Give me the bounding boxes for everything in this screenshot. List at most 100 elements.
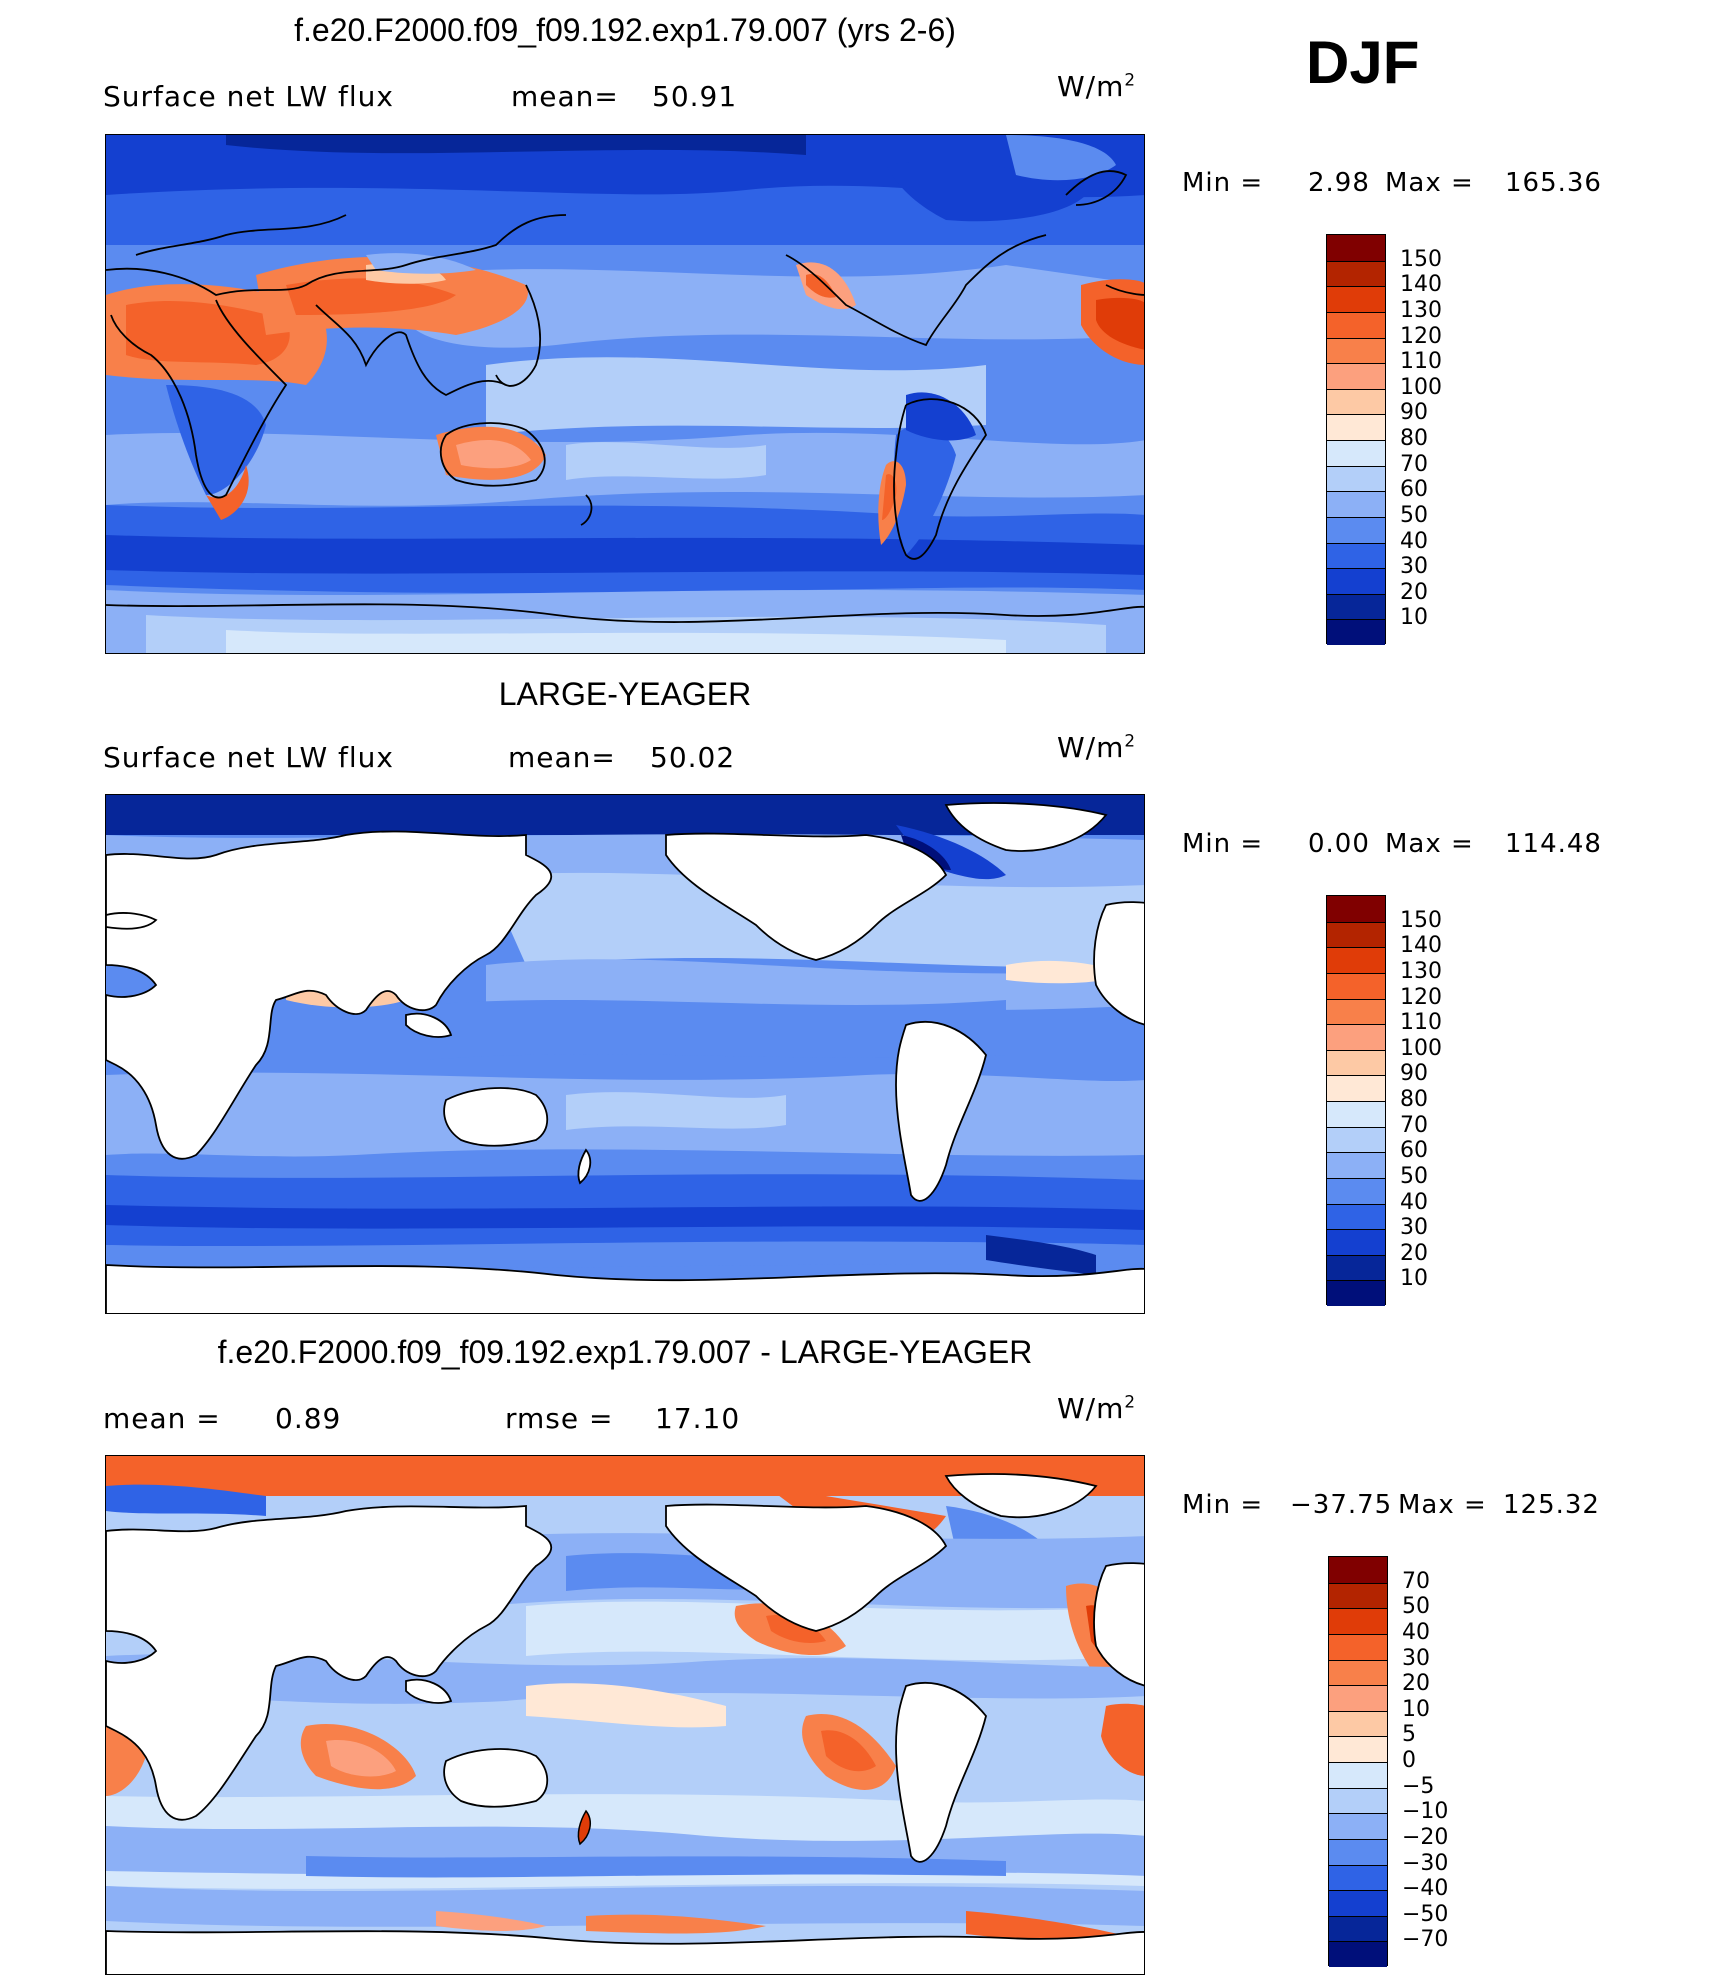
panel1-mean-value: 50.91	[652, 80, 738, 113]
colorbar-tick-label: 10	[1402, 1696, 1430, 1722]
colorbar-tick-label: 80	[1400, 426, 1428, 451]
colorbar-tick-label: 130	[1400, 958, 1442, 984]
colorbar-bin	[1329, 1557, 1387, 1583]
colorbar-bin	[1327, 235, 1385, 261]
colorbar-tick-label: −10	[1402, 1799, 1449, 1825]
colorbar-tick-label: 90	[1400, 400, 1428, 426]
colorbar-bin	[1329, 1608, 1387, 1634]
colorbar-bin	[1327, 286, 1385, 312]
colorbar-tick-label: 20	[1400, 579, 1428, 605]
panel1-variable-label: Surface net LW flux	[103, 80, 394, 113]
colorbar-bin	[1327, 896, 1385, 922]
colorbar-bin	[1329, 1915, 1387, 1942]
panel2-max-label: Max =	[1385, 829, 1474, 859]
panel1-max-value: 165.36	[1505, 168, 1602, 198]
panel3-max-label: Max =	[1398, 1490, 1487, 1520]
colorbar-tick-label: 100	[1400, 374, 1442, 400]
colorbar-tick-label: 20	[1402, 1671, 1430, 1697]
colorbar-bin	[1329, 1736, 1387, 1762]
colorbar-bin	[1327, 1229, 1385, 1255]
colorbar-bin	[1327, 1101, 1385, 1127]
colorbar-bin	[1327, 593, 1385, 620]
colorbar-tick-label: 30	[1400, 1215, 1428, 1241]
panel2-units: W/m2	[1057, 730, 1137, 764]
colorbar-tick-label: 130	[1400, 297, 1442, 323]
colorbar-bin	[1329, 1890, 1387, 1916]
panel1-units: W/m2	[1057, 69, 1137, 103]
colorbar-bin	[1329, 1659, 1387, 1686]
panel2-variable-label: Surface net LW flux	[103, 741, 394, 774]
panel2-min-value: 0.00	[1308, 829, 1370, 859]
colorbar-tick-label: 80	[1400, 1087, 1428, 1112]
colorbar-bin	[1329, 1838, 1387, 1865]
colorbar-tick-label: 40	[1400, 1189, 1428, 1215]
colorbar-bin	[1327, 1152, 1385, 1178]
panel3-mean-label: mean =	[103, 1402, 221, 1435]
panel1-mean-label: mean=	[511, 80, 619, 113]
colorbar-bin	[1327, 947, 1385, 973]
colorbar-tick-label: 20	[1400, 1240, 1428, 1266]
colorbar-tick-label: −30	[1402, 1850, 1449, 1876]
colorbar-bin	[1327, 311, 1385, 338]
colorbar-bin	[1327, 1126, 1385, 1153]
colorbar-tick-label: 50	[1400, 502, 1428, 528]
colorbar-tick-label: −50	[1402, 1901, 1449, 1927]
panel3-min-value: −37.75	[1290, 1490, 1393, 1520]
colorbar-tick-label: 110	[1400, 349, 1442, 375]
colorbar-tick-label: −70	[1402, 1927, 1449, 1953]
colorbar-tick-label: 110	[1400, 1010, 1442, 1036]
colorbar-tick-label: 60	[1400, 1138, 1428, 1164]
colorbar-bin	[1327, 921, 1385, 948]
colorbar-bin	[1327, 1075, 1385, 1101]
colorbar-tick-label: 140	[1400, 272, 1442, 298]
colorbar-bin	[1327, 998, 1385, 1025]
colorbar-tick-label: 40	[1400, 528, 1428, 554]
panel2-contour-field	[106, 795, 1144, 1313]
panel3-mean-value: 0.89	[275, 1402, 342, 1435]
panel3-units: W/m2	[1057, 1391, 1137, 1425]
colorbar-bin	[1329, 1582, 1387, 1609]
colorbar-tick-label: 120	[1400, 323, 1442, 349]
colorbar-bin	[1329, 1685, 1387, 1711]
colorbar-bin	[1329, 1762, 1387, 1788]
panel2-max-value: 114.48	[1505, 829, 1602, 859]
colorbar-tick-label: 10	[1400, 605, 1428, 631]
colorbar-tick-label: 5	[1402, 1722, 1416, 1748]
colorbar-bin	[1327, 1177, 1385, 1204]
season-label: DJF	[1306, 29, 1420, 96]
colorbar-tick-label: 50	[1402, 1594, 1430, 1620]
colorbar-tick-label: 40	[1402, 1619, 1430, 1645]
colorbar-bin	[1327, 568, 1385, 594]
panel1-min-value: 2.98	[1308, 168, 1370, 198]
colorbar-bin	[1327, 619, 1385, 645]
panel2-colorbar	[1326, 895, 1386, 1306]
colorbar-bin	[1327, 1280, 1385, 1306]
colorbar-bin	[1329, 1813, 1387, 1839]
colorbar-tick-label: 60	[1400, 477, 1428, 503]
panel3-max-value: 125.32	[1503, 1490, 1600, 1520]
colorbar-bin	[1329, 1787, 1387, 1814]
colorbar-bin	[1329, 1941, 1387, 1967]
colorbar-bin	[1327, 337, 1385, 364]
colorbar-bin	[1327, 388, 1385, 415]
panel1-map	[105, 134, 1145, 654]
panel1-title: f.e20.F2000.f09_f09.192.exp1.79.007 (yrs…	[294, 12, 956, 48]
colorbar-tick-label: −20	[1402, 1824, 1449, 1850]
colorbar-tick-label: 150	[1400, 246, 1442, 272]
colorbar-bin	[1329, 1710, 1387, 1737]
colorbar-bin	[1329, 1633, 1387, 1660]
panel1-colorbar	[1326, 234, 1386, 645]
panel2-map	[105, 794, 1145, 1314]
panel3-map	[105, 1455, 1145, 1975]
colorbar-tick-label: −40	[1402, 1876, 1449, 1902]
panel3-rmse-value: 17.10	[655, 1402, 741, 1435]
colorbar-bin	[1327, 1049, 1385, 1076]
panel2-mean-label: mean=	[508, 741, 616, 774]
colorbar-tick-label: 150	[1400, 907, 1442, 933]
panel3-title: f.e20.F2000.f09_f09.192.exp1.79.007 - LA…	[217, 1334, 1033, 1370]
colorbar-tick-label: 10	[1400, 1266, 1428, 1292]
colorbar-bin	[1327, 414, 1385, 440]
colorbar-bin	[1327, 1254, 1385, 1281]
colorbar-tick-label: 120	[1400, 984, 1442, 1010]
colorbar-tick-label: 30	[1400, 554, 1428, 580]
